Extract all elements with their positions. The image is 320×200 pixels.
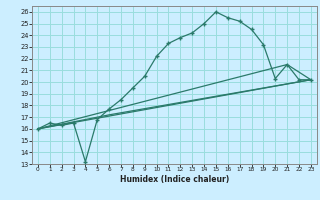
X-axis label: Humidex (Indice chaleur): Humidex (Indice chaleur) <box>120 175 229 184</box>
